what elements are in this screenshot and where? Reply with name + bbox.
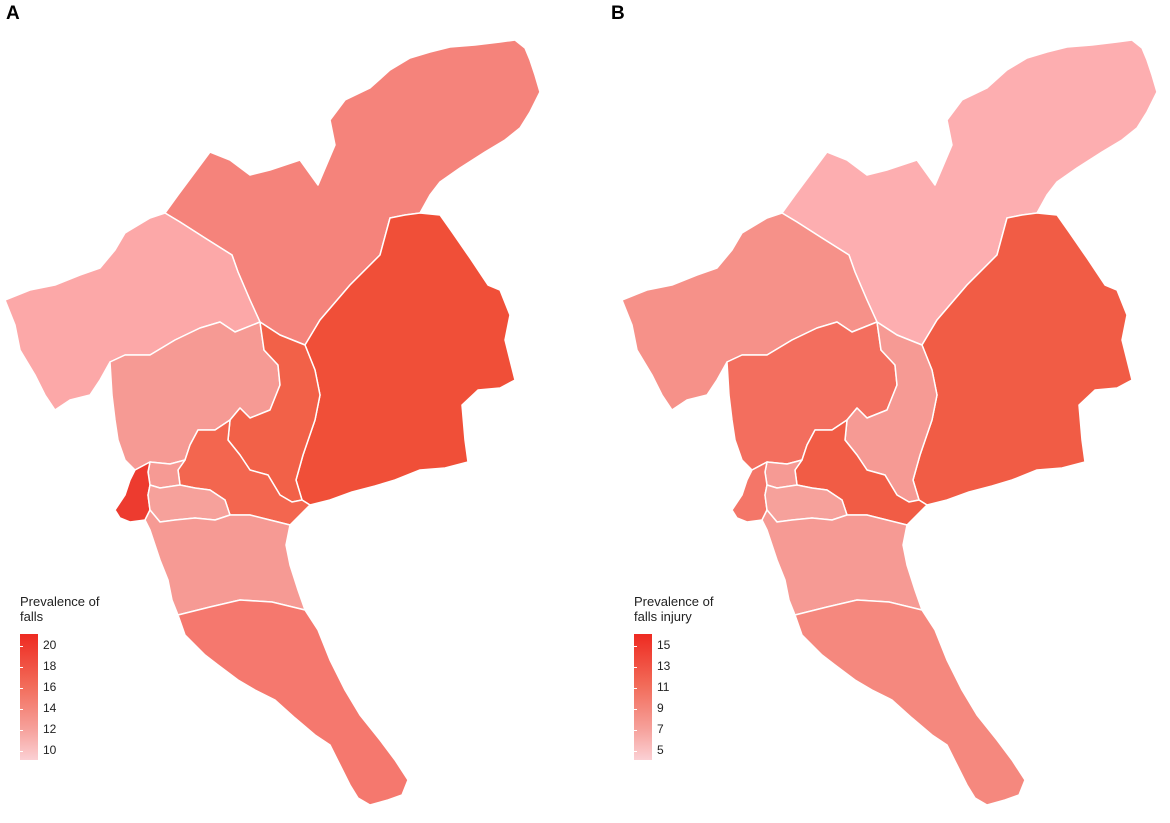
legend-tick-mark — [634, 667, 637, 668]
district-south-tail — [794, 599, 1026, 806]
legend-tick-mark — [20, 709, 23, 710]
district-map — [621, 39, 1158, 806]
legend-tick-label: 9 — [657, 701, 664, 715]
district-south-central — [761, 509, 923, 616]
legend-tick-label: 18 — [43, 659, 57, 673]
legend-tick-label: 7 — [657, 722, 664, 736]
legend-title: Prevalence of falls injury — [634, 594, 714, 624]
legend-tick-label: 10 — [43, 743, 57, 757]
legend-tick-label: 16 — [43, 680, 57, 694]
legend-tick-mark — [634, 688, 637, 689]
district-map — [4, 39, 541, 806]
district-far-west — [114, 461, 151, 523]
legend-tick-mark — [634, 730, 637, 731]
legend-tick-mark — [20, 667, 23, 668]
legend-tick-mark — [20, 646, 23, 647]
legend-tick-mark — [20, 751, 23, 752]
legend-title: Prevalence of falls — [20, 594, 100, 624]
legend-tick-label: 13 — [657, 659, 671, 673]
legend-colorbar — [20, 634, 38, 760]
legend-tick-mark — [634, 709, 637, 710]
panel-letter: B — [611, 3, 625, 24]
panel-a: A Prevalence of falls 20 18 16 14 12 10 — [4, 3, 541, 806]
legend-tick-label: 15 — [657, 638, 671, 652]
legend-tick-mark — [634, 751, 637, 752]
legend-tick-mark — [20, 730, 23, 731]
legend-tick-mark — [20, 688, 23, 689]
legend-tick-label: 11 — [657, 680, 670, 694]
district-south-central — [144, 509, 306, 616]
panel-letter: A — [6, 3, 20, 24]
legend-tick-label: 20 — [43, 638, 57, 652]
legend-tick-label: 12 — [43, 722, 57, 736]
district-south-tail — [177, 599, 409, 806]
panel-b: B Prevalence of falls injury 15 13 11 9 … — [611, 0, 1170, 823]
district-far-west — [731, 461, 768, 523]
legend-tick-label: 5 — [657, 743, 664, 757]
legend-tick-mark — [634, 646, 637, 647]
legend-colorbar — [634, 634, 652, 760]
legend-tick-label: 14 — [43, 701, 57, 715]
